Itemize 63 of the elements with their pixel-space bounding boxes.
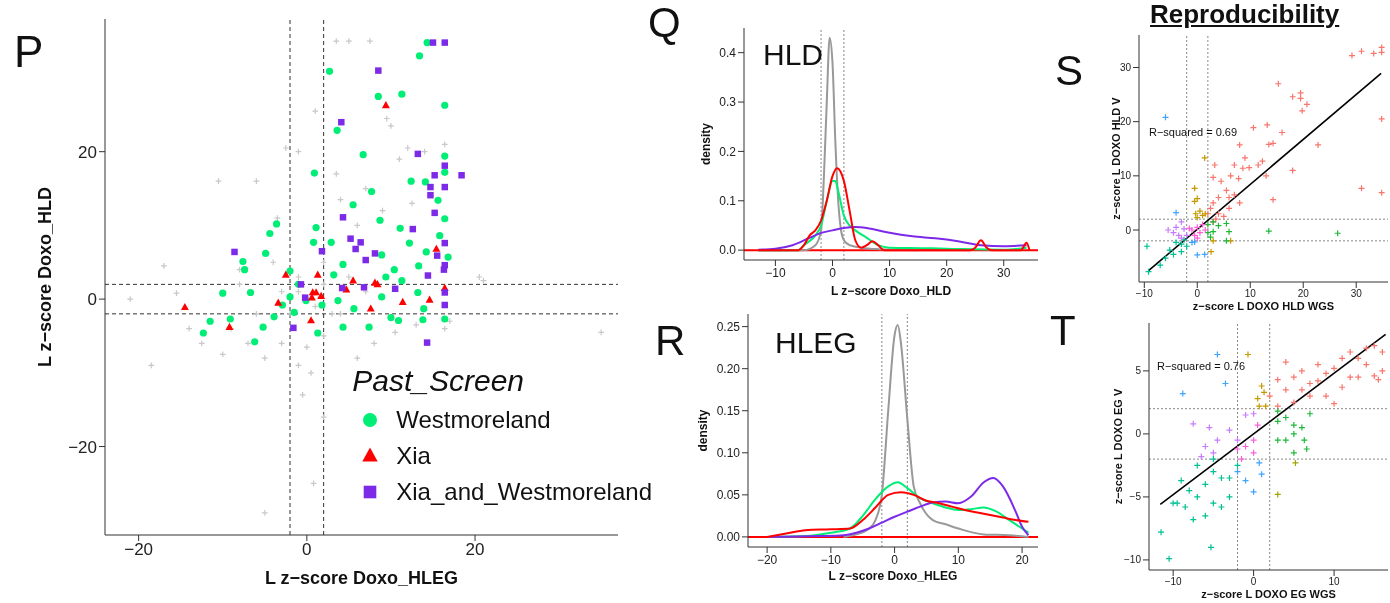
y-axis-title: density	[696, 409, 711, 452]
text: R	[655, 317, 686, 365]
legend-label: Westmoreland	[396, 405, 551, 435]
x-tick-label: 20	[465, 540, 485, 560]
y-tick-label: 0.4	[719, 45, 737, 60]
annotation: HLD	[763, 38, 824, 71]
legend-label: Xia	[396, 441, 431, 471]
x-tick-label: −10	[1164, 576, 1183, 588]
y-tick-label: −5	[1129, 491, 1142, 503]
y-tick-label: 30	[1119, 62, 1132, 74]
text: T	[1050, 307, 1076, 355]
text: S	[1055, 47, 1084, 95]
y-tick-label: 10	[1119, 170, 1132, 182]
x-tick-label: 20	[1297, 288, 1310, 300]
chart-title: Reproducibility	[1150, 0, 1340, 29]
x-axis-title: z−score L DOXO EG WGS	[1201, 588, 1336, 600]
x-axis-title: L z−score Doxo_HLD	[830, 284, 952, 298]
y-axis-title: z−score L DOXO EG V	[1111, 388, 1124, 505]
y-tick-label: 0.00	[716, 530, 741, 545]
x-tick-label: 10	[882, 265, 897, 280]
y-tick-label: 0.15	[716, 403, 741, 418]
x-axis-title: L z−score Doxo_HLEG	[264, 568, 459, 588]
x-tick-label: 30	[997, 265, 1011, 280]
x-tick-label: 0	[891, 552, 899, 567]
text: P	[14, 27, 44, 77]
x-tick-label: 10	[951, 552, 966, 567]
annotation: R−squared = 0.69	[1149, 126, 1238, 139]
legend-label: Xia_and_Westmoreland	[396, 477, 652, 507]
x-tick-label: 20	[1015, 552, 1030, 567]
x-tick-label: 20	[939, 265, 954, 280]
y-tick-label: 0.25	[716, 319, 741, 334]
y-tick-label: 0.1	[719, 194, 737, 209]
y-tick-label: 20	[1119, 116, 1132, 128]
x-tick-label: 0	[829, 265, 837, 280]
x-tick-label: −10	[820, 552, 842, 567]
x-axis-title: z−score L DOXO HLD WGS	[1192, 300, 1335, 312]
text: Q	[648, 0, 681, 47]
x-tick-label: 0	[1194, 288, 1201, 300]
y-tick-label: 0.2	[719, 144, 737, 159]
y-tick-label: 20	[78, 142, 97, 162]
annotation: R−squared = 0.76	[1157, 360, 1246, 373]
y-tick-label: −20	[68, 437, 97, 457]
y-tick-label: 0.0	[719, 243, 737, 258]
y-axis-title: L z−score Doxo_HLD	[35, 186, 56, 368]
x-tick-label: −20	[756, 552, 778, 567]
y-tick-label: 0.20	[716, 361, 741, 376]
legend-title: Past_Screen	[352, 364, 526, 398]
x-tick-label: 30	[1350, 288, 1363, 300]
y-axis-title: density	[699, 122, 714, 166]
y-tick-label: 0	[1135, 428, 1142, 440]
y-tick-label: 5	[1135, 365, 1142, 377]
y-tick-label: 0.05	[716, 488, 741, 503]
x-axis-title: L z−score Doxo_HLEG	[828, 569, 958, 583]
x-tick-label: 0	[302, 540, 312, 560]
annotation: HLEG	[775, 326, 857, 359]
y-tick-label: 0.3	[719, 95, 737, 110]
y-tick-label: 0.10	[716, 446, 741, 461]
x-tick-label: −20	[124, 540, 154, 560]
x-tick-label: −10	[765, 265, 786, 280]
x-tick-label: 10	[1244, 288, 1257, 300]
x-tick-label: 10	[1328, 576, 1341, 588]
x-tick-label: 0	[1250, 576, 1257, 588]
y-tick-label: 0	[1125, 224, 1132, 236]
